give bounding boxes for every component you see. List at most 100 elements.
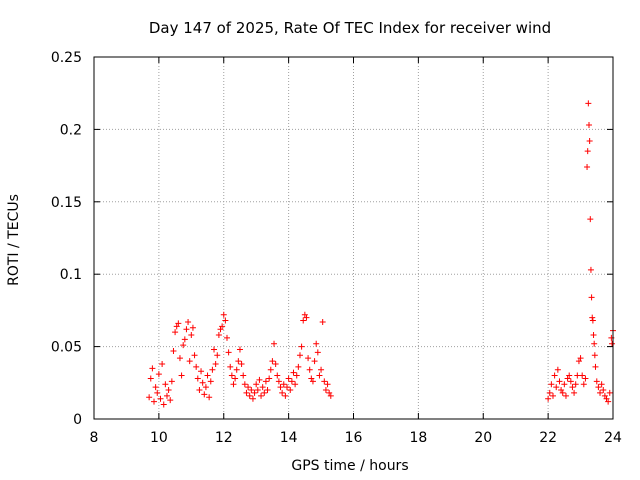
y-tick-label: 0.1 <box>60 267 82 283</box>
x-tick-label: 8 <box>90 430 99 446</box>
data-point <box>562 392 569 399</box>
data-point <box>582 375 589 382</box>
data-point <box>232 375 239 382</box>
data-point <box>154 389 161 396</box>
data-point <box>155 371 162 378</box>
data-point <box>193 363 200 370</box>
y-tick-label: 0.25 <box>51 50 82 66</box>
x-tick-label: 18 <box>409 430 427 446</box>
data-point <box>580 381 587 388</box>
data-point <box>322 387 329 394</box>
data-point <box>284 384 291 391</box>
data-point <box>597 389 604 396</box>
data-point <box>549 392 556 399</box>
data-point <box>215 332 222 339</box>
x-tick-label: 12 <box>215 430 233 446</box>
data-point <box>545 395 552 402</box>
data-point <box>546 389 553 396</box>
data-point <box>149 365 156 372</box>
data-point <box>176 355 183 362</box>
data-point <box>548 381 555 388</box>
data-point <box>207 378 214 385</box>
data-point <box>185 318 192 325</box>
data-point <box>556 378 563 385</box>
data-point <box>227 363 234 370</box>
data-point <box>236 346 243 353</box>
data-point <box>300 317 307 324</box>
data-point <box>593 378 600 385</box>
data-point <box>258 392 265 399</box>
data-point <box>577 355 584 362</box>
data-point <box>559 389 566 396</box>
data-point <box>595 384 602 391</box>
data-point <box>198 368 205 375</box>
data-point <box>262 378 269 385</box>
grid <box>94 57 613 419</box>
data-point <box>201 391 208 398</box>
data-point <box>295 363 302 370</box>
data-point <box>587 266 594 273</box>
data-point <box>293 372 300 379</box>
data-point <box>569 384 576 391</box>
data-point <box>175 320 182 327</box>
y-tick-label: 0.2 <box>60 122 82 138</box>
data-point <box>235 358 242 365</box>
data-point <box>318 366 325 373</box>
data-point <box>589 314 596 321</box>
data-point <box>214 352 221 359</box>
data-point <box>561 381 568 388</box>
data-point <box>209 366 216 373</box>
data-point <box>194 375 201 382</box>
data-point <box>261 389 268 396</box>
x-tick-label: 10 <box>150 430 168 446</box>
data-point <box>204 372 211 379</box>
data-point <box>311 358 318 365</box>
data-point <box>591 352 598 359</box>
data-point <box>296 352 303 359</box>
data-point <box>259 384 266 391</box>
data-point <box>233 366 240 373</box>
data-point <box>183 326 190 333</box>
data-point <box>172 329 179 336</box>
data-point <box>598 381 605 388</box>
data-point <box>605 398 612 405</box>
data-point <box>572 381 579 388</box>
data-point <box>157 395 164 402</box>
y-tick-label: 0 <box>73 412 82 428</box>
y-axis-label: ROTI / TECUs <box>6 194 22 286</box>
data-point <box>230 381 237 388</box>
data-point <box>269 358 276 365</box>
data-point <box>609 340 616 347</box>
data-point <box>274 372 281 379</box>
data-point <box>277 384 284 391</box>
data-point <box>306 366 313 373</box>
data-point <box>272 360 279 367</box>
data-point <box>165 387 172 394</box>
data-point <box>181 336 188 343</box>
axis-tick-labels: 8 10 12 14 16 18 20 22 24 0 0.05 0.1 0.15 0.2 0.25 <box>51 50 622 446</box>
data-point <box>589 317 596 324</box>
data-point <box>170 347 177 354</box>
data-point <box>587 216 594 223</box>
data-point <box>186 358 193 365</box>
data-point <box>196 387 203 394</box>
data-point <box>327 392 334 399</box>
data-point <box>271 340 278 347</box>
data-point <box>298 343 305 350</box>
data-point <box>324 381 331 388</box>
data-point <box>219 323 226 330</box>
data-point <box>228 372 235 379</box>
data-point <box>292 381 299 388</box>
data-point <box>588 294 595 301</box>
data-point <box>280 381 287 388</box>
data-point <box>266 375 273 382</box>
data-point <box>160 401 167 408</box>
data-point <box>147 375 154 382</box>
x-tick-label: 22 <box>539 430 557 446</box>
data-point <box>275 378 282 385</box>
data-point <box>151 398 158 405</box>
data-point <box>167 397 174 404</box>
data-point <box>212 360 219 367</box>
data-point <box>305 355 312 362</box>
